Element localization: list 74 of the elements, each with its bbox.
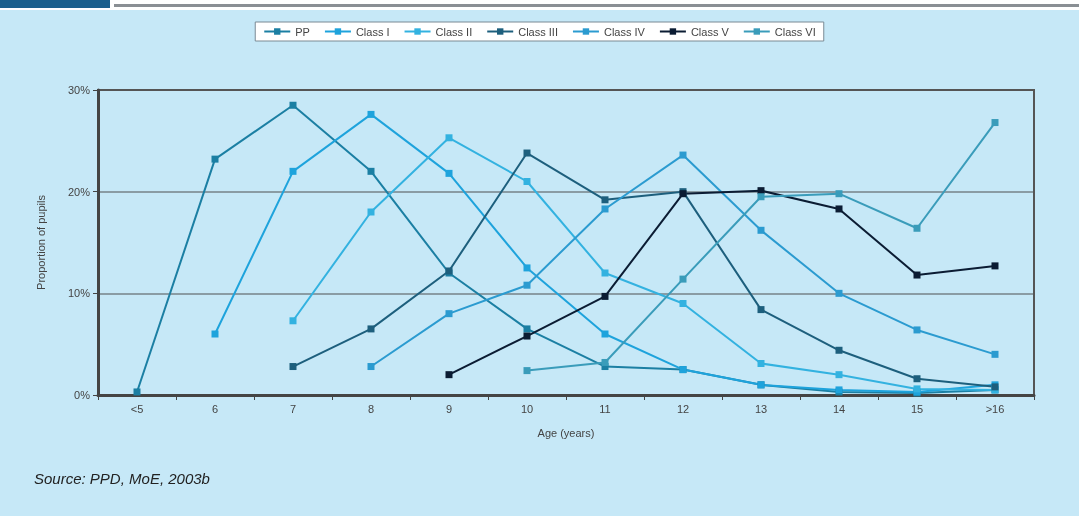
x-tick-label: 14 — [832, 402, 846, 415]
point — [445, 169, 453, 177]
source-note: Source: PPD, MoE, 2003b — [34, 470, 210, 487]
point — [289, 167, 297, 175]
point — [913, 375, 921, 383]
point — [679, 151, 687, 159]
y-axis-title: Proportion of pupils — [34, 194, 47, 290]
point — [211, 330, 219, 338]
point — [133, 388, 141, 396]
point — [445, 310, 453, 318]
point — [601, 196, 609, 204]
point — [445, 134, 453, 142]
point — [601, 205, 609, 213]
x-tick-label: 8 — [367, 402, 375, 415]
point — [991, 119, 999, 127]
point — [523, 332, 531, 340]
y-tick-label: 10% — [67, 287, 91, 300]
x-tick-label: 10 — [520, 402, 534, 415]
point — [523, 325, 531, 333]
point — [367, 363, 375, 371]
point — [913, 326, 921, 334]
legend-label: Class I — [355, 25, 390, 38]
legend-label: PP — [295, 25, 310, 38]
point — [835, 190, 843, 198]
y-tick-label: 20% — [67, 185, 91, 198]
x-tick-label: 9 — [445, 402, 453, 415]
y-tick-label: 0% — [74, 389, 91, 401]
legend-label: Class II — [435, 25, 473, 38]
point — [913, 271, 921, 279]
point — [601, 358, 609, 366]
x-axis-title: Age (years) — [537, 426, 595, 439]
point — [523, 178, 531, 185]
legend-label: Class VI — [774, 25, 816, 38]
point — [367, 167, 375, 175]
point — [757, 306, 765, 314]
y-tick-label: 30% — [67, 84, 91, 96]
point — [289, 317, 297, 325]
point — [757, 193, 765, 201]
point — [757, 359, 765, 367]
x-tick-label: 6 — [211, 402, 219, 415]
point — [601, 330, 609, 338]
point — [835, 205, 843, 213]
legend-label: Class IV — [603, 25, 646, 38]
point — [523, 367, 531, 375]
x-tick-label: >16 — [985, 402, 1005, 415]
legend-label: Class III — [518, 25, 558, 38]
legend-label: Class V — [690, 25, 730, 38]
point — [835, 371, 843, 379]
point — [523, 149, 531, 157]
point — [367, 208, 375, 216]
point — [523, 281, 531, 289]
point — [679, 275, 687, 283]
x-tick-label: <5 — [130, 402, 144, 415]
x-tick-label: 13 — [754, 402, 768, 415]
point — [289, 363, 297, 371]
point — [835, 289, 843, 297]
point — [211, 155, 219, 163]
x-tick-label: 15 — [910, 402, 924, 415]
point — [523, 264, 531, 272]
point — [601, 292, 609, 300]
point — [289, 101, 297, 109]
point — [835, 346, 843, 354]
x-tick-label: 12 — [676, 402, 690, 415]
point — [991, 350, 999, 358]
x-tick-label: 7 — [289, 402, 297, 415]
point — [757, 226, 765, 234]
point — [367, 325, 375, 333]
point — [679, 300, 687, 307]
x-tick-label: 11 — [599, 402, 611, 415]
point — [367, 110, 375, 118]
point — [601, 269, 609, 277]
point — [991, 262, 999, 270]
point — [445, 371, 453, 379]
point — [913, 224, 921, 232]
